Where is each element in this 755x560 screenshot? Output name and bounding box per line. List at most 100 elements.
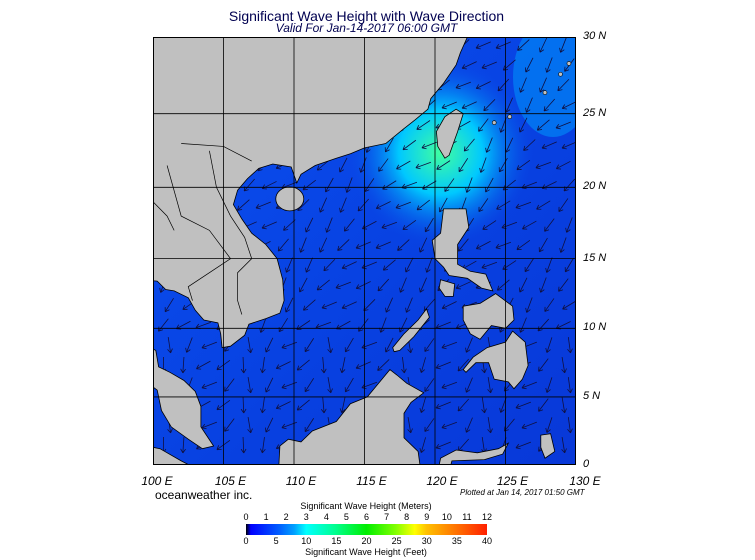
legend-tick-meters: 0 [243, 512, 249, 522]
wave-arrow [564, 257, 574, 273]
wave-arrow [523, 139, 536, 151]
wave-arrow [358, 318, 369, 332]
wave-arrow [385, 297, 393, 313]
wave-arrow [201, 381, 218, 390]
wave-arrow [416, 199, 430, 211]
legend-tick-meters: 8 [404, 512, 410, 522]
wave-arrow [517, 39, 530, 51]
wave-arrow [164, 297, 174, 313]
wave-arrow [275, 361, 291, 370]
wave-arrow [539, 277, 547, 293]
wave-arrow [441, 421, 458, 430]
wave-arrow [275, 401, 291, 410]
lon-label: 110 E [285, 474, 317, 488]
wave-arrow [561, 397, 567, 414]
wave-arrow [518, 117, 528, 133]
wave-arrow [201, 421, 218, 430]
wave-arrow [355, 281, 371, 290]
wave-arrow [465, 377, 473, 393]
lat-label: 25 N [583, 106, 607, 119]
wave-arrow [377, 278, 390, 292]
wave-arrow [405, 297, 413, 313]
legend-tick-feet: 5 [273, 536, 279, 546]
wave-arrow [378, 158, 389, 172]
credit: oceanweather inc. [155, 488, 253, 502]
wave-arrow [465, 337, 473, 353]
wave-arrow [535, 161, 552, 170]
wave-arrow [539, 37, 548, 53]
wave-arrow [538, 358, 549, 372]
wave-arrow [515, 441, 532, 450]
wave-arrow [561, 357, 567, 374]
wave-arrow [375, 201, 391, 210]
legend-tick-meters: 11 [462, 512, 472, 522]
wave-arrow [285, 257, 293, 273]
wave-arrow [277, 238, 289, 252]
wave-arrow [344, 337, 354, 353]
wave-arrow [345, 177, 353, 193]
wave-arrow [240, 396, 247, 414]
wave-arrow [457, 358, 470, 372]
land-mindanao [462, 330, 529, 390]
wave-arrow [167, 337, 173, 354]
legend-tick-meters: 6 [363, 512, 369, 522]
wave-arrow [524, 258, 535, 273]
legend-title-meters: Significant Wave Height (Meters) [300, 501, 432, 511]
wave-arrow [247, 337, 253, 354]
legend-tick-feet: 40 [481, 536, 492, 546]
wave-arrow [247, 377, 253, 394]
legend-tick-feet: 0 [243, 536, 249, 546]
plotted-time: Plotted at Jan 14, 2017 01:50 GMT [460, 488, 585, 497]
wave-arrow [424, 338, 435, 352]
wave-arrow [339, 357, 346, 374]
wave-arrow [319, 237, 328, 253]
legend-tick-meters: 7 [384, 512, 390, 522]
wave-arrow [545, 377, 553, 393]
wave-arrow [158, 318, 169, 332]
wave-arrow [298, 277, 308, 293]
wave-arrow [519, 77, 527, 93]
wave-arrow [487, 377, 493, 394]
wave-arrow [481, 61, 497, 70]
wave-arrow [557, 78, 570, 92]
wave-arrow [465, 177, 473, 193]
wave-arrow [407, 417, 413, 434]
wave-arrow [338, 157, 348, 173]
wave-arrow [339, 397, 346, 414]
wave-arrow [375, 241, 391, 250]
wave-arrow [496, 279, 510, 291]
land-island [566, 61, 572, 66]
land-masses [153, 37, 572, 465]
wave-arrow [335, 281, 352, 290]
wave-arrow [281, 381, 298, 390]
wave-arrow [503, 418, 515, 432]
wave-arrow [395, 201, 412, 210]
wave-arrow [384, 137, 394, 153]
wave-arrow [316, 279, 330, 291]
wave-arrow [559, 37, 567, 53]
wave-arrow [185, 337, 193, 353]
legend-tick-meters: 3 [303, 512, 309, 522]
wave-arrow [299, 237, 307, 253]
wave-arrow [265, 337, 274, 353]
wave-arrow [561, 101, 576, 110]
lon-label: 130 E [569, 474, 601, 488]
legend-tick-meters: 4 [323, 512, 329, 522]
wave-arrow [478, 118, 489, 132]
wave-arrow [441, 301, 457, 310]
legend-tick-meters: 10 [441, 512, 452, 522]
wave-arrow [457, 398, 470, 412]
wave-arrow [384, 337, 394, 353]
country-border [153, 201, 175, 231]
wave-arrow [359, 157, 367, 173]
wave-arrow [525, 297, 533, 313]
wave-arrow [296, 399, 310, 411]
wave-arrow [481, 397, 487, 414]
wave-arrow [475, 81, 491, 90]
land-island [507, 114, 513, 119]
country-border [209, 150, 253, 315]
wave-arrow [538, 398, 549, 412]
wave-arrow [435, 361, 451, 370]
wave-arrow [324, 177, 334, 193]
wave-arrow [355, 361, 371, 370]
